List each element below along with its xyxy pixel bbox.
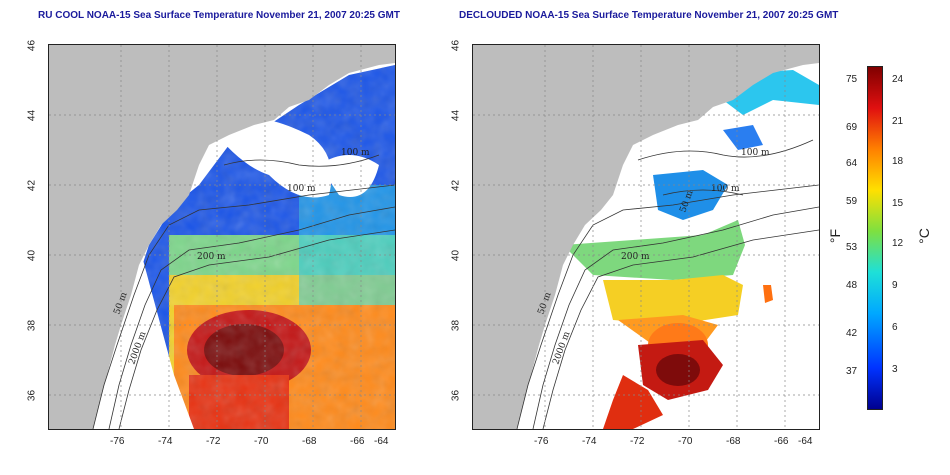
right-x-tick: -68 (726, 436, 741, 447)
left-x-tick: -64 (374, 436, 389, 447)
c-tick: 9 (892, 280, 898, 291)
left-depth-label-200m: 200 m (197, 252, 226, 262)
right-x-tick: -70 (678, 436, 693, 447)
c-tick: 15 (892, 198, 904, 209)
f-tick: 42 (846, 328, 858, 339)
c-tick: 3 (892, 364, 898, 375)
right-x-tick: -74 (582, 436, 597, 447)
right-y-tick: 42 (450, 179, 462, 192)
left-x-tick: -66 (350, 436, 365, 447)
left-sst-map: 100 m 200 m 50 m 2000 m 100 m (48, 44, 396, 430)
f-tick: 59 (846, 196, 858, 207)
left-depth-label-100m-b: 100 m (287, 184, 316, 194)
c-tick: 6 (892, 322, 898, 333)
left-y-tick: 40 (26, 249, 38, 262)
right-sst-map: 100 m 100 m 50 m 200 m 50 m 2000 m (472, 44, 820, 430)
right-y-tick: 46 (450, 39, 462, 52)
right-y-tick: 44 (450, 109, 462, 122)
f-tick: 64 (846, 158, 858, 169)
c-tick: 12 (892, 238, 904, 249)
f-tick: 53 (846, 242, 858, 253)
c-tick: 21 (892, 116, 904, 127)
left-panel-title: RU COOL NOAA-15 Sea Surface Temperature … (38, 10, 400, 21)
left-x-tick: -74 (158, 436, 173, 447)
right-depth-label-100m-b: 100 m (711, 184, 740, 194)
left-x-tick: -70 (254, 436, 269, 447)
right-panel-title: DECLOUDED NOAA-15 Sea Surface Temperatur… (459, 10, 839, 21)
right-x-tick: -66 (774, 436, 789, 447)
c-tick: 18 (892, 156, 904, 167)
right-depth-label-200m: 200 m (621, 252, 650, 262)
left-x-tick: -72 (206, 436, 221, 447)
left-y-tick: 42 (26, 179, 38, 192)
fahrenheit-unit-label: °F (827, 228, 844, 244)
left-y-tick: 38 (26, 319, 38, 332)
c-tick: 24 (892, 74, 904, 85)
right-x-tick: -64 (798, 436, 813, 447)
left-x-tick: -76 (110, 436, 125, 447)
right-y-tick: 40 (450, 249, 462, 262)
left-y-tick: 46 (26, 39, 38, 52)
right-y-tick: 38 (450, 319, 462, 332)
left-x-tick: -68 (302, 436, 317, 447)
right-y-tick: 36 (450, 389, 462, 402)
right-x-tick: -72 (630, 436, 645, 447)
left-y-tick: 44 (26, 109, 38, 122)
f-tick: 48 (846, 280, 858, 291)
f-tick: 37 (846, 366, 858, 377)
right-x-tick: -76 (534, 436, 549, 447)
f-tick: 75 (846, 74, 858, 85)
right-depth-label-100m: 100 m (741, 148, 770, 158)
celsius-unit-label: °C (915, 228, 932, 244)
left-y-tick: 36 (26, 389, 38, 402)
temperature-colorbar (867, 66, 883, 410)
f-tick: 69 (846, 122, 858, 133)
left-depth-label-100m: 100 m (341, 148, 370, 158)
